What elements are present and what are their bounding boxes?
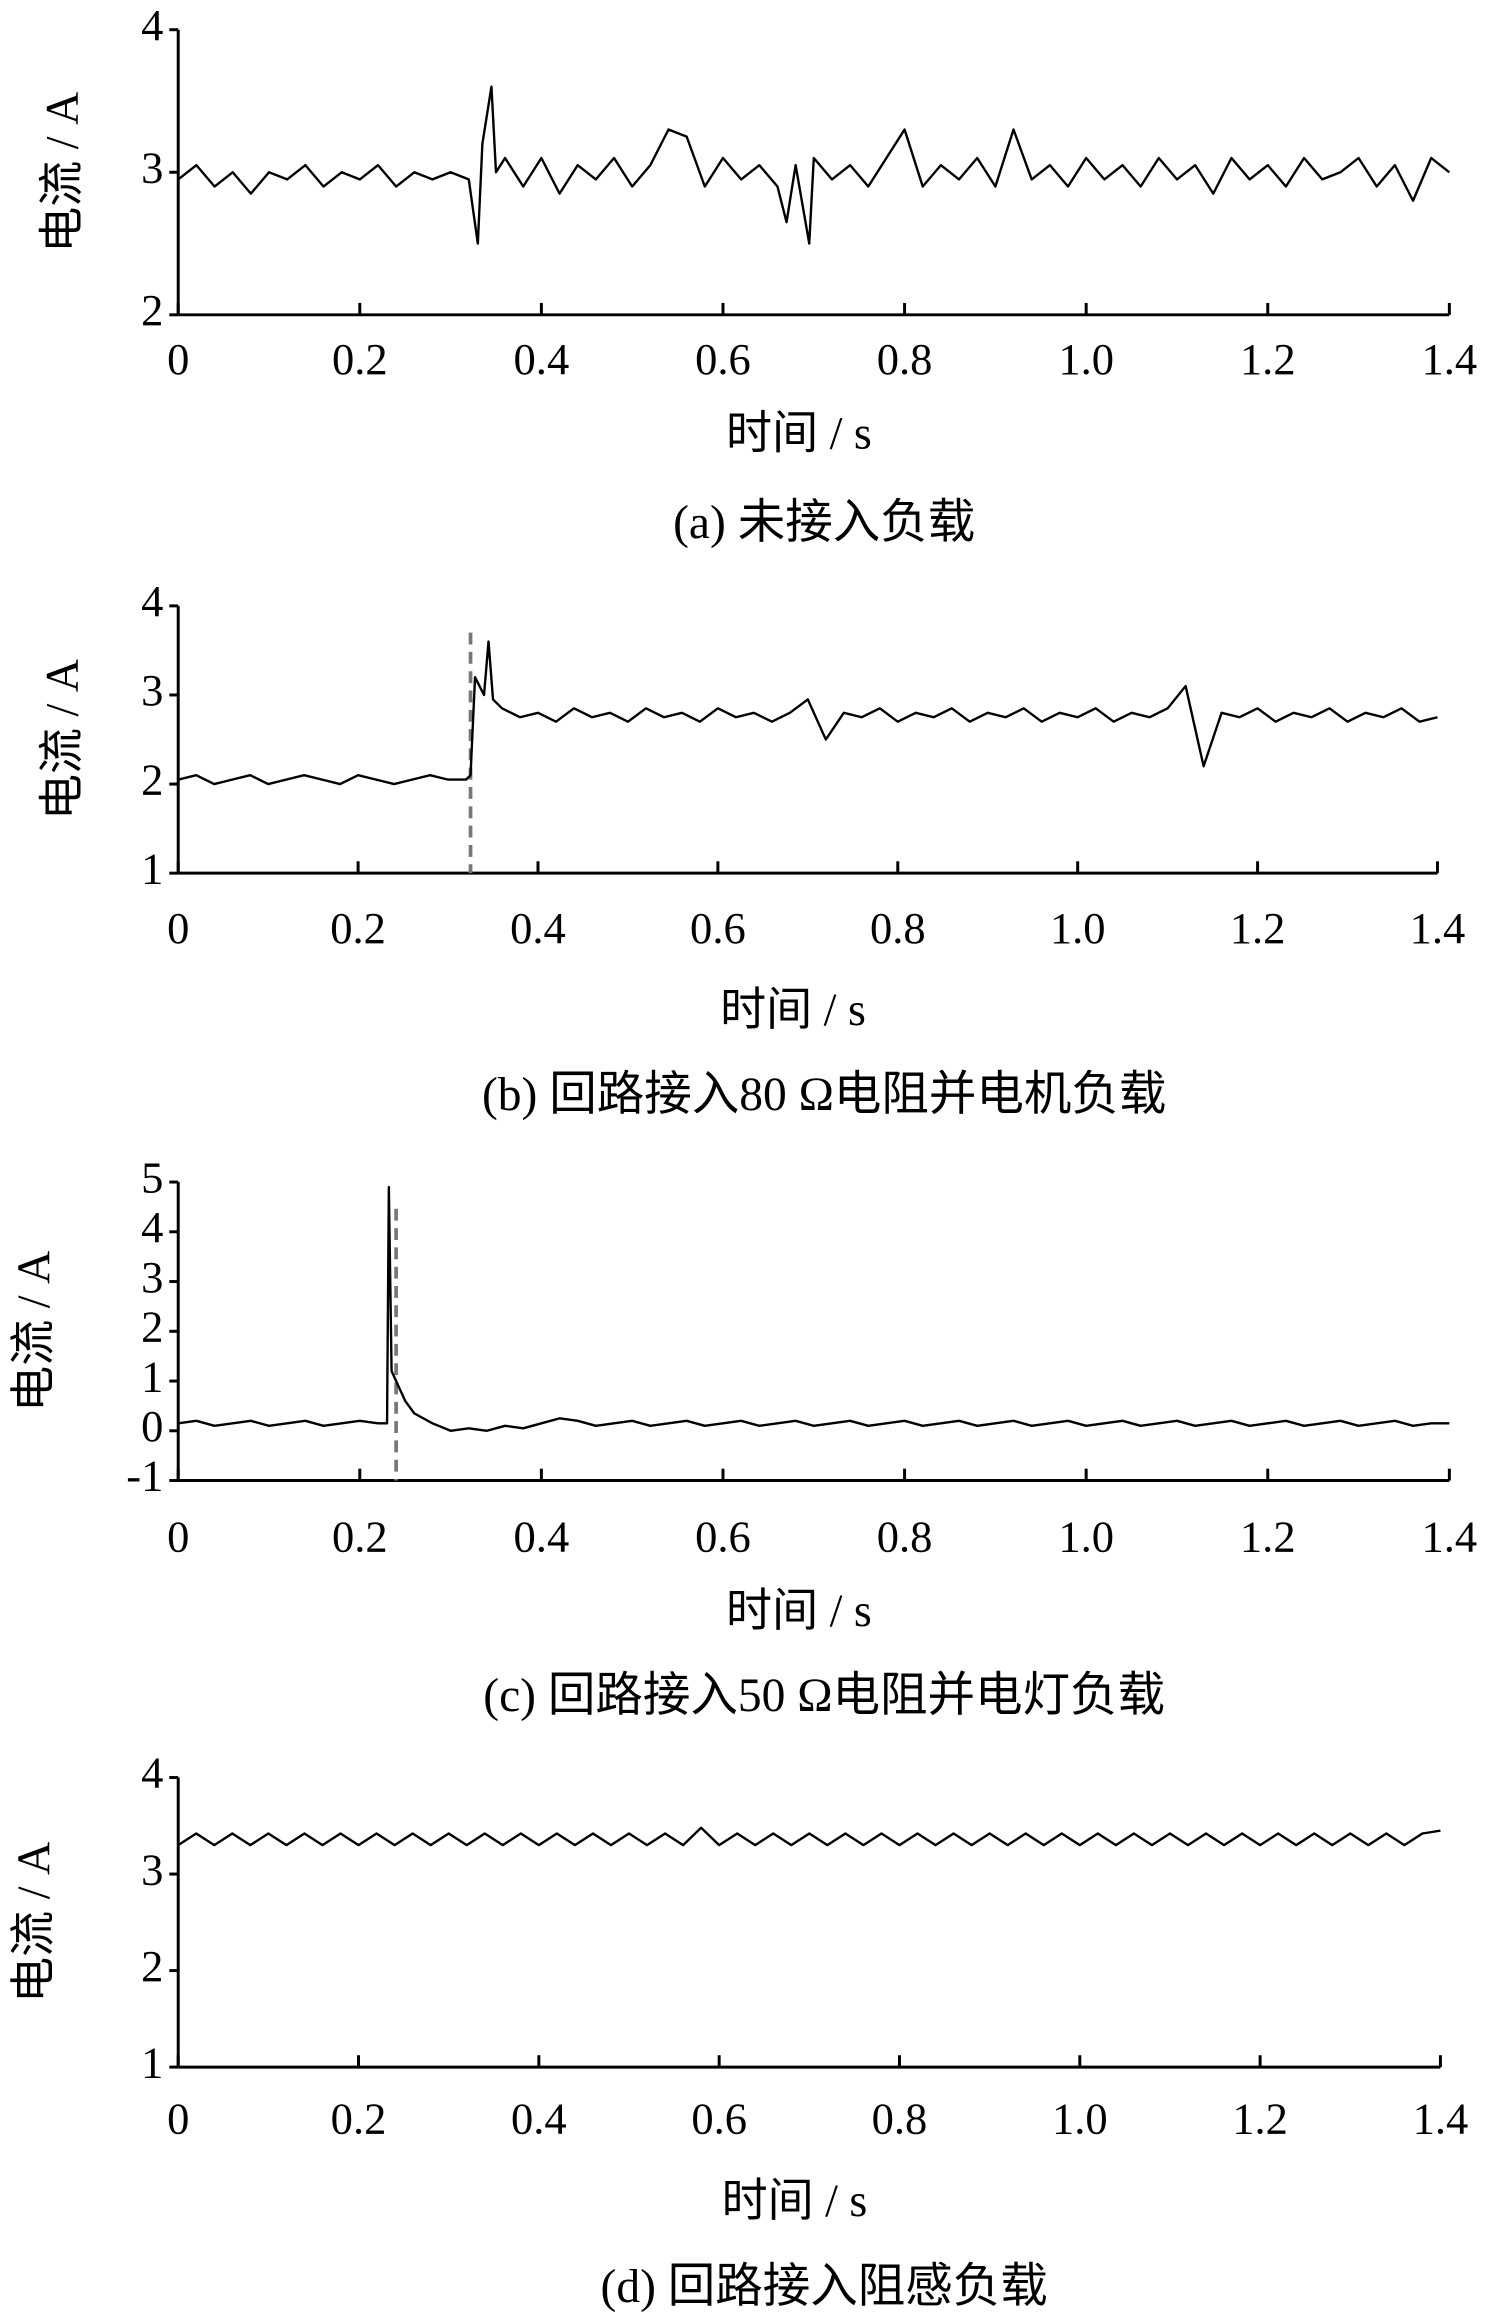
x-tick-label: 0.8 [877,334,933,384]
y-tick-label: 4 [141,576,163,626]
y-tick-label: 2 [141,1941,163,1991]
y-tick-label: 1 [141,843,163,893]
caption: (d) 回路接入阻感负载 [601,2261,1048,2313]
y-tick-label: 3 [141,1252,163,1302]
y-axis-label: 电流 / A [36,92,87,253]
x-axis-label: 时间 / s [726,408,872,459]
y-tick-label: 4 [141,0,163,50]
x-tick-label: 0.2 [332,1512,388,1562]
x-tick-label: 1.4 [1413,2094,1469,2144]
x-tick-label: 0 [167,903,189,953]
x-tick-label: 1.0 [1058,1512,1114,1562]
x-tick-label: 0.6 [691,2094,747,2144]
x-tick-label: 1.0 [1050,903,1106,953]
current-line [177,85,1451,245]
y-tick-label: 4 [141,1748,163,1798]
x-tick-label: 0.2 [332,334,388,384]
y-tick-label: 3 [141,1844,163,1894]
current-line [178,1185,1450,1432]
x-tick-label: 1.2 [1230,903,1286,953]
x-tick-label: 0 [167,2094,189,2144]
x-tick-label: 0.4 [511,2094,567,2144]
y-axis-label: 电流 / A [8,1842,59,2003]
x-axis-label: 时间 / s [722,2175,868,2226]
y-tick-label: 0 [141,1401,163,1451]
x-tick-label: 1.4 [1422,334,1478,384]
x-axis-label: 时间 / s [720,984,866,1035]
caption: (b) 回路接入80 Ω电阻并电机负载 [482,1069,1166,1121]
x-axis-label: 时间 / s [726,1585,872,1636]
caption: (c) 回路接入50 Ω电阻并电灯负载 [483,1670,1165,1722]
y-tick-label: 2 [141,1302,163,1352]
x-tick-label: 0.2 [330,903,386,953]
x-tick-label: 0.6 [690,903,746,953]
y-tick-label: 1 [141,2037,163,2087]
x-tick-label: 0.6 [695,334,751,384]
x-tick-label: 0.8 [872,2094,928,2144]
y-tick-label: 3 [141,665,163,715]
y-tick-label: 1 [141,1351,163,1401]
current-line [177,640,1438,786]
y-tick-label: -1 [126,1451,163,1501]
x-tick-label: 1.0 [1058,334,1114,384]
x-tick-label: 0.4 [514,334,570,384]
caption: (a) 未接入负载 [673,497,975,549]
x-tick-label: 1.0 [1052,2094,1108,2144]
x-tick-label: 0.4 [510,903,566,953]
current-line [177,1826,1441,1847]
x-tick-label: 0.8 [870,903,926,953]
x-tick-label: 1.2 [1240,334,1296,384]
y-tick-label: 2 [141,754,163,804]
x-tick-label: 0 [167,334,189,384]
y-axis-label: 电流 / A [8,1251,59,1412]
x-tick-label: 1.2 [1240,1512,1296,1562]
x-tick-label: 1.4 [1410,903,1466,953]
x-tick-label: 0.2 [331,2094,387,2144]
y-tick-label: 2 [141,285,163,335]
y-axis-label: 电流 / A [36,659,87,820]
x-tick-label: 1.4 [1422,1512,1478,1562]
x-tick-label: 0.4 [514,1512,570,1562]
x-tick-label: 1.2 [1232,2094,1288,2144]
x-tick-label: 0.6 [695,1512,751,1562]
y-tick-label: 4 [141,1202,163,1252]
x-tick-label: 0.8 [877,1512,933,1562]
y-tick-label: 3 [141,142,163,192]
y-tick-label: 5 [141,1152,163,1202]
x-tick-label: 0 [167,1512,189,1562]
